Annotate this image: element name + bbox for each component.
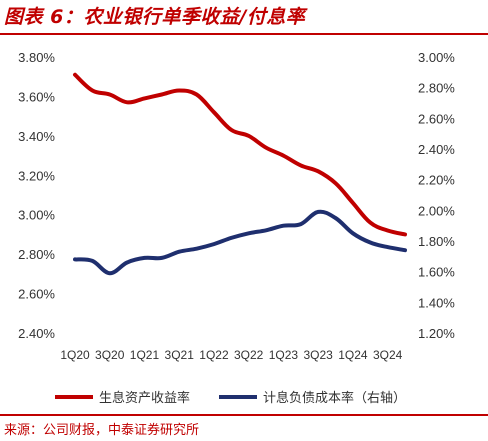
series-line-cost-point — [125, 261, 129, 264]
left-axis-tick-label: 3.20% — [18, 168, 55, 183]
legend-label-yield: 生息资产收益率 — [99, 390, 190, 406]
series-line-yield-point — [369, 221, 372, 224]
x-axis-tick-label: 1Q23 — [269, 348, 299, 362]
right-axis-tick-label: 1.40% — [418, 295, 455, 310]
right-axis-tick-label: 2.00% — [418, 203, 455, 218]
right-axis-ticks: 1.20% 1.40% 1.60% 1.80% 2.00% 2.20% 2.40% 2.60%… — [418, 50, 455, 341]
series-line-cost — [73, 209, 407, 276]
series-line-yield-point — [143, 97, 146, 100]
series-line-yield-point — [125, 101, 129, 104]
series-line-yield-point — [299, 164, 302, 167]
left-axis-tick-label: 3.80% — [18, 50, 55, 65]
left-axis-tick-label: 3.40% — [18, 129, 55, 144]
series-line-cost-point — [143, 256, 146, 260]
x-axis-tick-label: 1Q24 — [338, 348, 368, 362]
series-line-yield-point — [264, 146, 268, 149]
x-axis-tick-label: 3Q21 — [165, 348, 195, 362]
series-line-cost-point — [299, 222, 302, 226]
x-axis-tick-label: 1Q21 — [130, 348, 160, 362]
left-axis-tick-label: 2.60% — [18, 287, 55, 302]
series-line-cost-point — [108, 272, 111, 275]
left-axis-tick-label: 3.00% — [18, 208, 55, 223]
x-axis-tick-label: 3Q23 — [303, 348, 333, 362]
series-line-yield-point — [386, 229, 389, 232]
series-layer — [73, 72, 407, 276]
right-axis-tick-label: 2.60% — [418, 111, 455, 126]
series-line-yield-point — [247, 134, 250, 138]
line-chart: 2.40% 2.60% 2.80% 3.00% 3.20% 3.40% 3.60% 3.80%… — [18, 50, 455, 406]
source-divider — [0, 414, 488, 416]
series-line-yield-point — [178, 89, 181, 92]
series-line-cost-point — [212, 242, 216, 246]
x-axis-ticks: 1Q20 3Q20 1Q21 3Q21 1Q22 3Q22 1Q23 3Q23 1Q24 3Q24 — [60, 348, 402, 362]
x-axis-tick-label: 1Q20 — [60, 348, 90, 362]
left-axis-tick-label: 3.60% — [18, 89, 55, 104]
series-line-cost-point — [334, 216, 337, 220]
series-line-yield-point — [351, 201, 355, 205]
source-note: 来源：公司财报，中泰证券研究所 — [4, 423, 200, 438]
left-axis-tick-label: 2.40% — [18, 326, 55, 341]
x-axis-tick-label: 3Q20 — [95, 348, 125, 362]
right-axis-tick-label: 2.80% — [418, 81, 455, 96]
x-axis-tick-label: 3Q24 — [373, 348, 403, 362]
series-line-cost-point — [282, 224, 285, 227]
x-axis-tick-label: 1Q22 — [199, 348, 229, 362]
series-line-yield-point — [108, 93, 111, 96]
series-line-cost-point — [369, 241, 372, 244]
series-line-cost-point — [178, 250, 181, 253]
right-axis-tick-label: 1.20% — [418, 326, 455, 341]
series-line-yield-point — [230, 128, 233, 132]
series-line-cost-point — [247, 232, 250, 235]
chart-legend: 生息资产收益率 计息负债成本率（右轴） — [55, 390, 406, 406]
series-line-cost-point — [195, 247, 198, 250]
right-axis-tick-label: 1.80% — [418, 234, 455, 249]
series-line-cost-point — [386, 245, 389, 249]
series-line-yield — [73, 72, 407, 237]
series-line-yield-point — [91, 89, 94, 92]
right-axis-tick-label: 1.60% — [418, 265, 455, 280]
series-line-cost-point — [91, 259, 94, 263]
series-line-yield-point — [403, 233, 407, 236]
right-axis-tick-label: 2.40% — [418, 142, 455, 157]
series-line-cost-point — [230, 236, 233, 240]
series-line-yield-point — [160, 93, 163, 96]
series-line-cost-point — [73, 258, 77, 261]
series-line-cost-point — [160, 256, 163, 260]
series-line-yield-point — [282, 154, 285, 157]
x-axis-tick-label: 3Q22 — [234, 348, 264, 362]
series-line-cost-point — [264, 229, 268, 232]
series-line-yield-point — [334, 182, 337, 185]
series-line-cost-point — [351, 232, 355, 235]
right-axis-tick-label: 2.20% — [418, 173, 455, 188]
left-axis-tick-label: 2.80% — [18, 247, 55, 262]
series-line-yield-point — [317, 170, 320, 173]
right-axis-tick-label: 3.00% — [418, 50, 455, 65]
series-line-cost-point — [317, 210, 320, 214]
series-line-cost-point — [403, 249, 407, 252]
title-divider — [0, 33, 488, 35]
left-axis-ticks: 2.40% 2.60% 2.80% 3.00% 3.20% 3.40% 3.60% 3.80% — [18, 50, 55, 341]
chart-title: 图表 6：农业银行单季收益/付息率 — [4, 6, 306, 28]
series-line-yield-point — [212, 111, 216, 114]
series-line-yield-point — [73, 73, 77, 76]
series-line-yield-point — [195, 93, 198, 96]
legend-label-cost: 计息负债成本率（右轴） — [263, 390, 406, 406]
